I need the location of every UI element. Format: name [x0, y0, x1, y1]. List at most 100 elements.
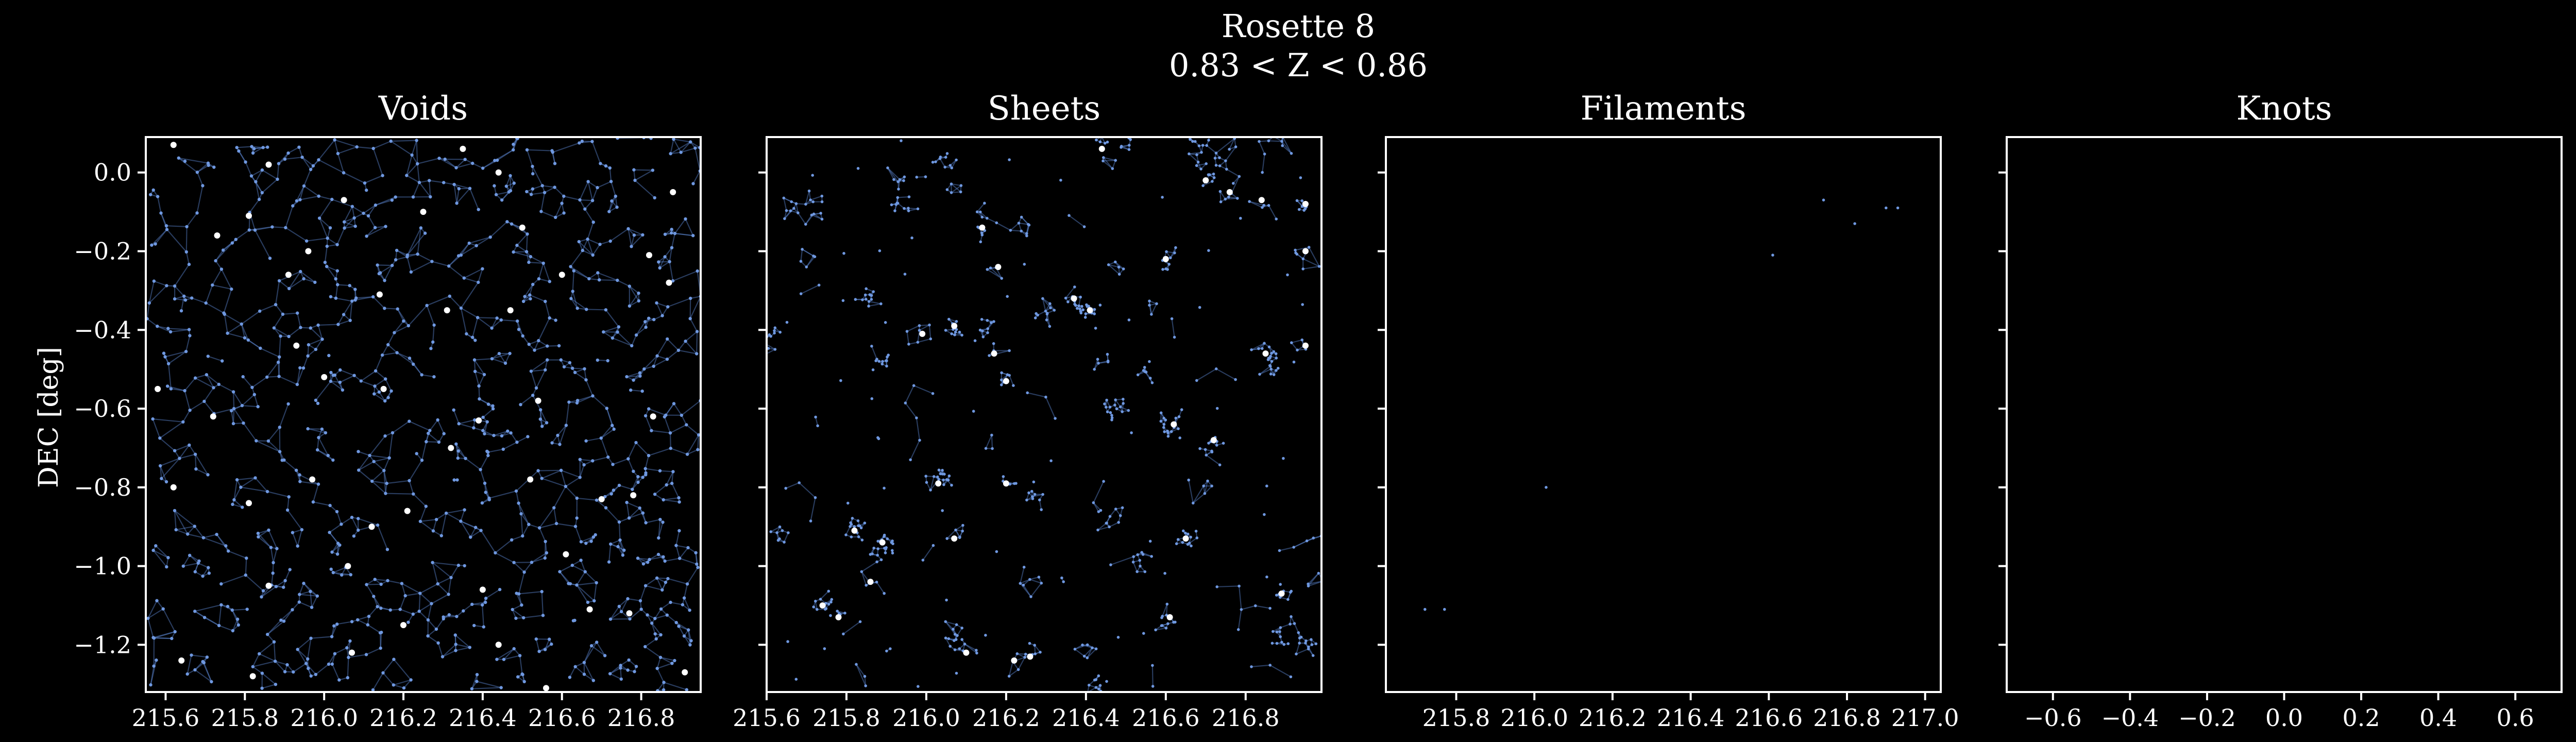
galaxy-point	[646, 561, 650, 564]
galaxy-point	[671, 279, 675, 283]
galaxy-point	[474, 526, 478, 529]
web-edge	[604, 490, 614, 497]
galaxy-point	[163, 355, 167, 359]
galaxy-point	[819, 212, 822, 215]
galaxy-point	[406, 620, 410, 624]
galaxy-point	[470, 687, 474, 690]
galaxy-point	[1114, 159, 1117, 162]
web-edge	[206, 302, 225, 314]
galaxy-point	[1138, 559, 1141, 562]
galaxy-point	[616, 330, 619, 334]
galaxy-point	[317, 216, 321, 220]
web-edge	[636, 321, 646, 335]
critical-point	[309, 476, 316, 483]
galaxy-point	[1020, 229, 1023, 233]
galaxies	[767, 137, 1321, 692]
galaxy-point	[365, 583, 368, 586]
web-edge	[361, 370, 376, 382]
web-edge	[187, 533, 204, 538]
web-edge	[618, 522, 621, 541]
web-edge	[1093, 481, 1105, 503]
galaxy-point	[1272, 630, 1275, 633]
web-edge	[1280, 623, 1291, 629]
web-edge	[587, 239, 600, 245]
web-edge	[613, 458, 629, 465]
galaxy-point	[606, 455, 610, 459]
galaxy-point	[437, 440, 441, 444]
web-edge	[582, 141, 592, 142]
galaxy-point	[182, 294, 186, 298]
galaxy-point	[518, 654, 522, 657]
web-edge	[406, 155, 413, 176]
galaxy-point	[391, 431, 395, 435]
web-edge	[417, 254, 432, 262]
galaxy-point	[807, 189, 811, 193]
web-edge	[428, 619, 437, 630]
galaxy-point	[418, 592, 422, 595]
galaxy-point	[573, 370, 577, 374]
galaxy-point	[855, 663, 858, 666]
galaxy-point	[539, 408, 543, 412]
galaxy-point	[193, 452, 197, 456]
web-edge	[407, 254, 418, 256]
galaxy-point	[671, 470, 675, 474]
web-edge	[544, 187, 555, 193]
galaxy-point	[1054, 417, 1057, 420]
web-edge	[671, 233, 675, 248]
web-edge	[531, 359, 548, 372]
x-tick-label: 216.4	[1657, 704, 1725, 732]
web-edge	[600, 437, 609, 458]
galaxy-point	[1206, 479, 1209, 483]
galaxy-point	[883, 547, 886, 550]
web-edge	[1021, 216, 1029, 225]
galaxy-point	[473, 418, 477, 422]
galaxy-point	[975, 649, 978, 652]
galaxy-point	[251, 665, 255, 669]
web-edge	[419, 593, 432, 604]
web-edge	[163, 353, 170, 364]
galaxy-point	[1189, 535, 1192, 539]
web-edge	[411, 261, 432, 273]
web-edge	[679, 547, 689, 559]
web-edge	[1258, 141, 1265, 155]
galaxy-point	[307, 667, 310, 670]
galaxy-point	[1131, 561, 1135, 564]
web-edge	[596, 499, 606, 509]
galaxy-point	[1022, 583, 1025, 587]
web-edge	[583, 645, 592, 663]
galaxy-point	[420, 459, 424, 462]
galaxy-point	[1086, 643, 1089, 647]
galaxy-point	[1296, 348, 1299, 352]
galaxy-point	[1215, 585, 1218, 588]
web-edge	[357, 146, 374, 149]
galaxy-point	[1064, 296, 1067, 300]
galaxy-point	[275, 547, 279, 550]
galaxy-point	[1150, 555, 1153, 558]
galaxy-point	[452, 408, 455, 412]
web-edge	[871, 346, 878, 360]
galaxy-point	[511, 608, 514, 612]
web-edge	[645, 468, 660, 471]
galaxy-point	[395, 351, 399, 355]
galaxy-point	[903, 273, 907, 276]
galaxy-point	[948, 645, 952, 648]
web-edge	[626, 375, 640, 378]
web-edge	[474, 358, 493, 361]
galaxy-point	[1202, 484, 1205, 487]
galaxy-point	[412, 492, 415, 496]
web-edge	[317, 449, 329, 456]
galaxy-point	[569, 297, 573, 300]
galaxy-point	[272, 561, 275, 565]
web-edge	[518, 572, 525, 594]
galaxy-point	[424, 504, 428, 508]
web-edge	[610, 606, 620, 620]
web-edge	[351, 206, 355, 218]
galaxy-point	[269, 546, 273, 549]
galaxy-point	[863, 521, 867, 525]
galaxy-point	[437, 157, 441, 160]
galaxy-point	[1262, 204, 1265, 207]
galaxy-point	[512, 142, 515, 146]
web-edge	[784, 208, 794, 220]
web-edge	[450, 565, 459, 578]
galaxy-point	[975, 651, 978, 655]
